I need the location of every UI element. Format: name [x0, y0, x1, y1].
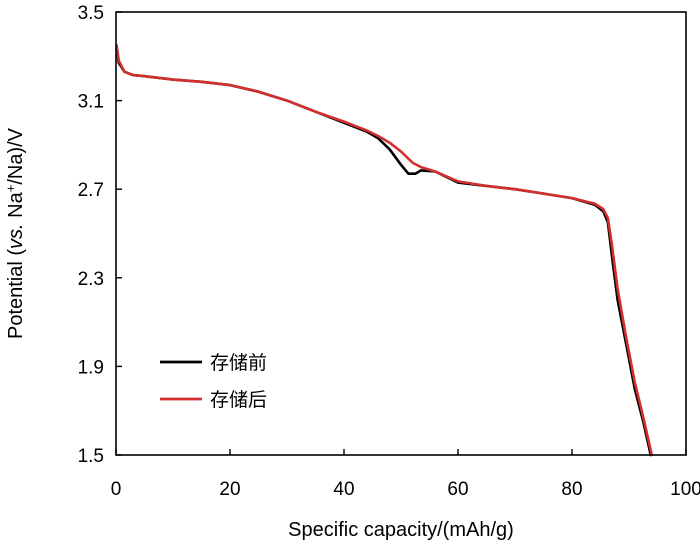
series-line-1	[115, 48, 652, 457]
y-axis-label-vs: vs.	[5, 223, 27, 249]
x-tick-label: 0	[111, 479, 122, 500]
x-tick-label: 20	[219, 479, 240, 500]
x-tick-label: 100	[670, 479, 700, 500]
series-layer	[115, 43, 654, 457]
y-axis-label: Potential (vs. Na+/Na)/V	[3, 127, 28, 339]
y-axis-ticks: 1.5 1.9 2.3 2.7 3.1 3.5	[78, 3, 122, 467]
legend-label-2: 存储后	[210, 389, 267, 411]
x-axis-ticks: 0 20 40 60 80 100	[111, 449, 700, 500]
y-axis-label-na: Na	[5, 191, 27, 223]
y-axis-label-suffix: /Na)/V	[5, 127, 27, 184]
y-axis-label-superscript: +	[3, 185, 18, 193]
legend-label-1: 存储前	[210, 352, 267, 374]
y-tick-label: 2.3	[78, 269, 104, 290]
y-axis-label-prefix: Potential (	[5, 249, 27, 339]
y-tick-label: 1.9	[78, 357, 104, 378]
x-tick-label: 40	[333, 479, 354, 500]
x-tick-label: 80	[561, 479, 582, 500]
series-line-2	[115, 43, 654, 457]
y-tick-label: 3.5	[78, 3, 104, 24]
plot-area	[115, 11, 687, 457]
x-axis-label: Specific capacity/(mAh/g)	[288, 519, 514, 541]
plot-frame	[115, 11, 687, 456]
y-tick-label: 2.7	[78, 180, 104, 201]
y-tick-label: 1.5	[78, 446, 104, 467]
y-tick-label: 3.1	[78, 92, 104, 113]
x-tick-label: 60	[447, 479, 468, 500]
